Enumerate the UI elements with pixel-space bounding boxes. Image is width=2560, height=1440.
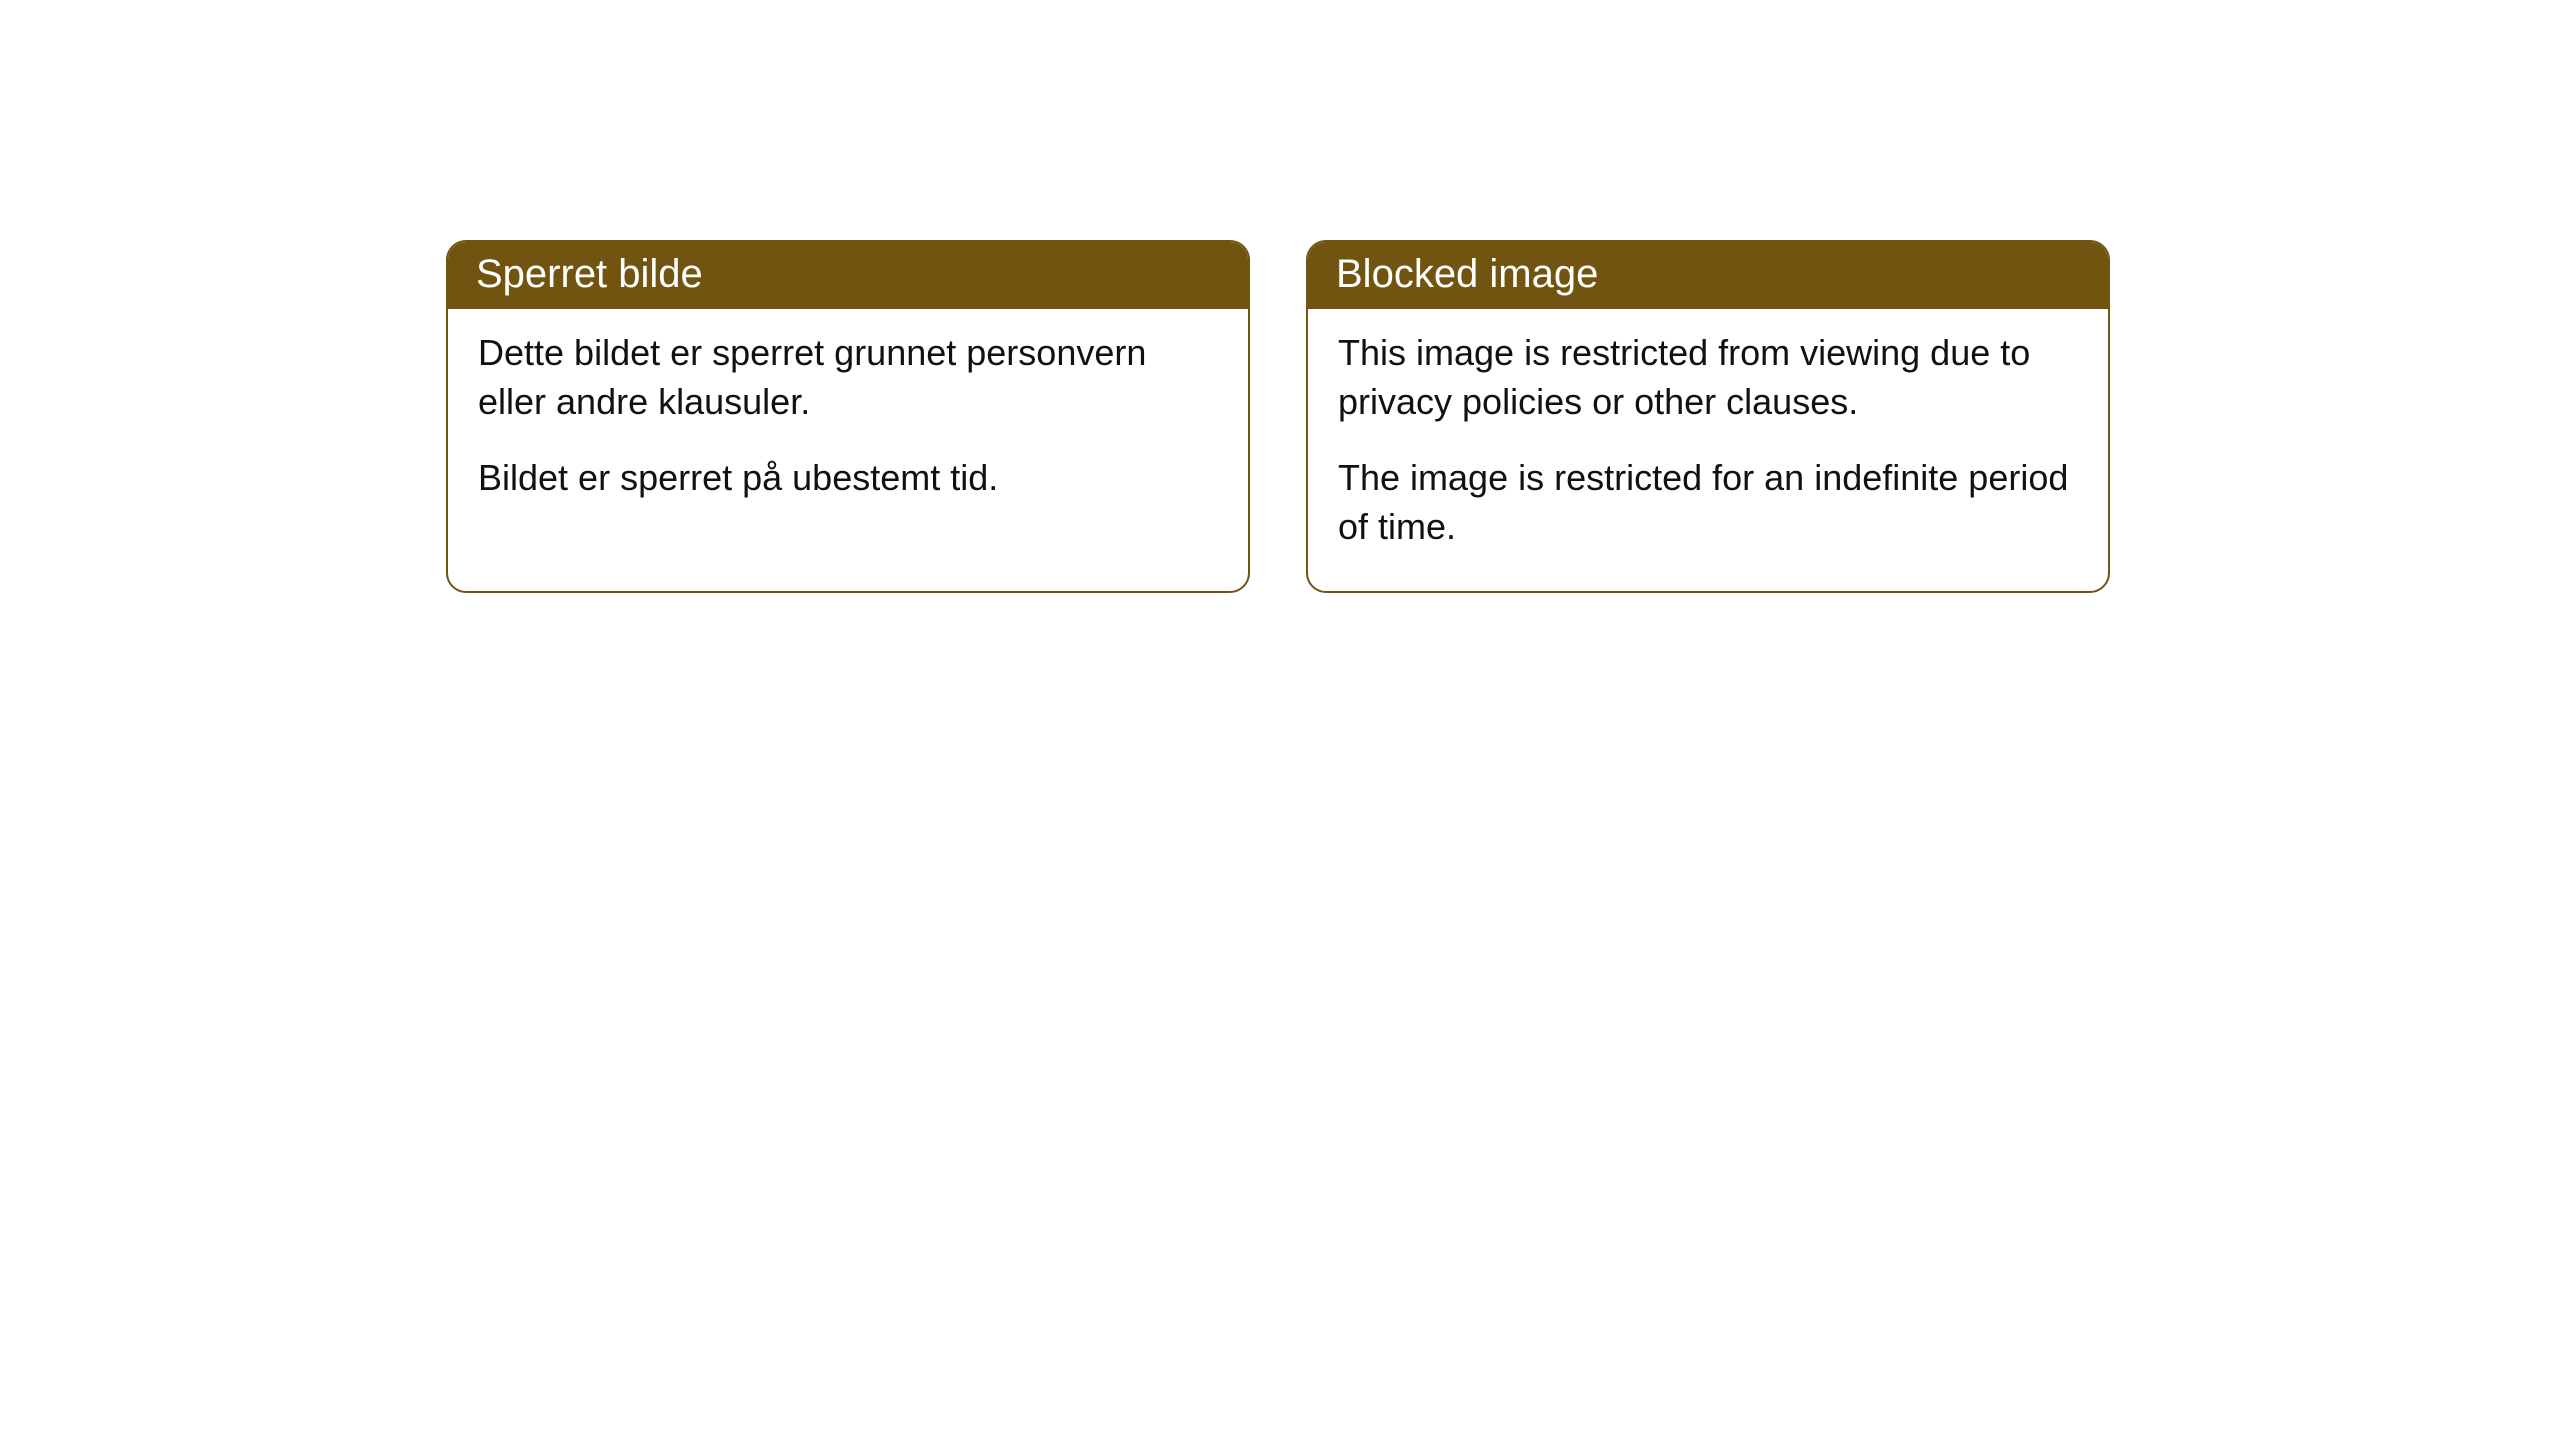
notice-cards-container: Sperret bilde Dette bildet er sperret gr… <box>446 240 2560 593</box>
card-paragraph: The image is restricted for an indefinit… <box>1338 454 2078 551</box>
notice-card-norwegian: Sperret bilde Dette bildet er sperret gr… <box>446 240 1250 593</box>
card-header: Blocked image <box>1308 242 2108 309</box>
notice-card-english: Blocked image This image is restricted f… <box>1306 240 2110 593</box>
card-paragraph: This image is restricted from viewing du… <box>1338 329 2078 426</box>
card-paragraph: Dette bildet er sperret grunnet personve… <box>478 329 1218 426</box>
card-body: This image is restricted from viewing du… <box>1308 309 2108 591</box>
card-body: Dette bildet er sperret grunnet personve… <box>448 309 1248 543</box>
card-paragraph: Bildet er sperret på ubestemt tid. <box>478 454 1218 503</box>
card-header: Sperret bilde <box>448 242 1248 309</box>
